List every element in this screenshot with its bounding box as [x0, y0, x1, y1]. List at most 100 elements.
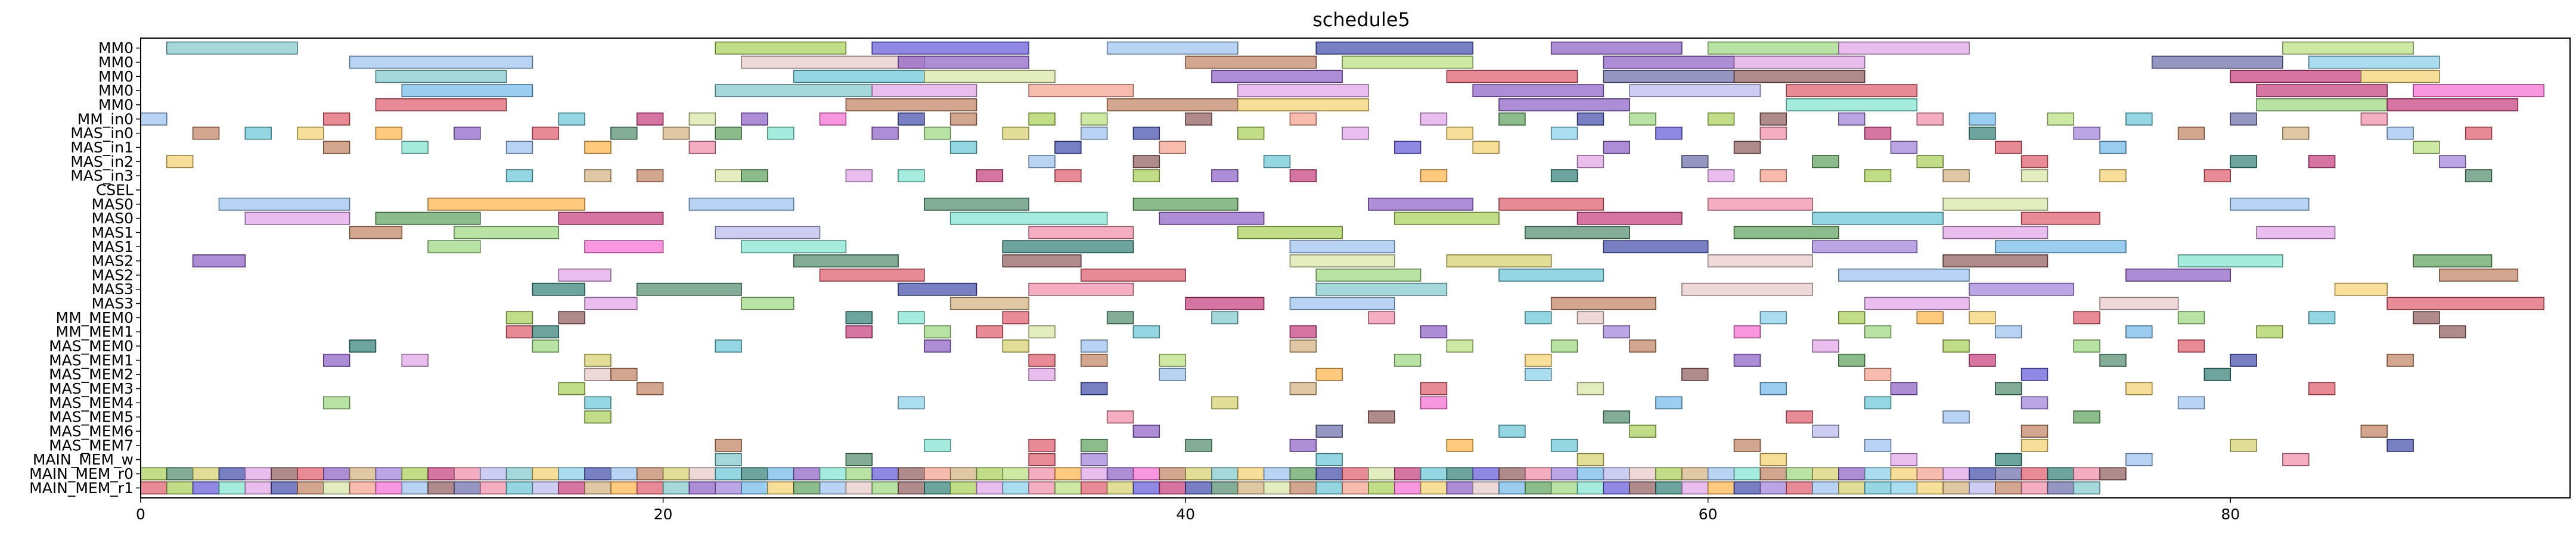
task-bar: [1054, 169, 1082, 183]
row-label: MAS1: [92, 238, 134, 255]
task-bar: [845, 169, 873, 183]
task-bar: [2021, 155, 2049, 169]
task-bar: [1994, 325, 2022, 339]
task-bar: [1028, 84, 1134, 98]
row-label: MAIN_MEM_r1: [29, 479, 134, 497]
task-bar: [271, 481, 298, 495]
task-bar: [244, 481, 272, 495]
task-bar: [1812, 339, 1839, 353]
task-bar: [1420, 325, 1448, 339]
task-bar: [1681, 481, 1709, 495]
task-bar: [1081, 339, 1108, 353]
task-bar: [479, 467, 507, 481]
task-bar: [1994, 141, 2022, 154]
task-bar: [1525, 481, 1552, 495]
task-bar: [1159, 367, 1186, 381]
task-bar: [532, 282, 585, 296]
task-bar: [1550, 481, 1578, 495]
task-bar: [1550, 297, 1656, 310]
task-bar: [1942, 339, 1970, 353]
task-bar: [1002, 126, 1029, 140]
task-bar: [871, 41, 1029, 55]
task-bar: [1759, 467, 1787, 481]
task-bar: [1159, 353, 1186, 367]
task-bar: [2308, 55, 2440, 69]
task-bar: [1942, 254, 2049, 268]
task-bar: [2099, 169, 2127, 183]
task-bar: [1315, 41, 1474, 55]
task-bar: [662, 481, 690, 495]
task-bar: [636, 481, 664, 495]
row-label: MAS2: [92, 266, 134, 283]
task-bar: [1106, 410, 1134, 424]
task-bar: [1472, 467, 1500, 481]
task-bar: [2413, 84, 2544, 98]
task-bar: [1132, 155, 1160, 169]
task-bar: [662, 467, 690, 481]
task-bar: [715, 481, 742, 495]
task-bar: [2439, 155, 2466, 169]
task-bar: [192, 254, 246, 268]
task-bar: [2230, 155, 2257, 169]
task-bar: [505, 311, 533, 325]
task-bar: [2073, 126, 2100, 140]
task-bar: [1603, 141, 1630, 154]
row-label: MAS0: [92, 195, 134, 213]
task-bar: [1576, 311, 1604, 325]
task-bar: [1393, 141, 1422, 154]
task-bar: [1942, 169, 1970, 183]
task-bar: [1159, 211, 1265, 225]
task-bar: [1446, 339, 1474, 353]
task-bar: [1315, 467, 1343, 481]
task-bar: [1916, 112, 1944, 126]
task-bar: [924, 70, 1056, 83]
task-bar: [2177, 339, 2205, 353]
task-bar: [2230, 112, 2257, 126]
task-bar: [1028, 325, 1056, 339]
task-bar: [636, 282, 742, 296]
task-bar: [375, 211, 481, 225]
task-bar: [845, 467, 873, 481]
task-bar: [1838, 467, 1866, 481]
task-bar: [1864, 169, 1892, 183]
task-bar: [1969, 467, 1996, 481]
task-bar: [1838, 268, 1970, 282]
task-bar: [1289, 169, 1317, 183]
task-bar: [1838, 481, 1866, 495]
task-bar: [1289, 240, 1395, 254]
task-bar: [1812, 481, 1839, 495]
task-bar: [2360, 425, 2388, 438]
task-bar: [1420, 396, 1448, 410]
task-bar: [1864, 481, 1892, 495]
task-bar: [741, 55, 925, 69]
task-bar: [2125, 382, 2153, 395]
task-bar: [401, 353, 429, 367]
task-bar: [1707, 467, 1735, 481]
row-label: MAS0: [92, 210, 134, 227]
task-bar: [1969, 126, 1996, 140]
task-bar: [1054, 141, 1082, 154]
task-bar: [244, 126, 272, 140]
task-bar: [1759, 126, 1787, 140]
task-bar: [192, 126, 220, 140]
task-bar: [1342, 126, 1369, 140]
task-bar: [2360, 70, 2440, 83]
task-bar: [793, 70, 925, 83]
task-bar: [1237, 481, 1265, 495]
row-label: MAS_MEM7: [49, 437, 134, 454]
task-bar: [767, 126, 794, 140]
task-bar: [1550, 339, 1578, 353]
task-bar: [1028, 438, 1056, 452]
task-bar: [1786, 481, 1813, 495]
task-bar: [1603, 410, 1630, 424]
task-bar: [454, 226, 560, 239]
x-tick-label: 80: [2221, 506, 2240, 523]
task-bar: [375, 467, 403, 481]
task-bar: [1028, 282, 1134, 296]
task-bar: [244, 211, 350, 225]
row-label: MM0: [98, 68, 134, 85]
task-bar: [741, 481, 768, 495]
task-bar: [1759, 481, 1787, 495]
task-bar: [2177, 126, 2205, 140]
